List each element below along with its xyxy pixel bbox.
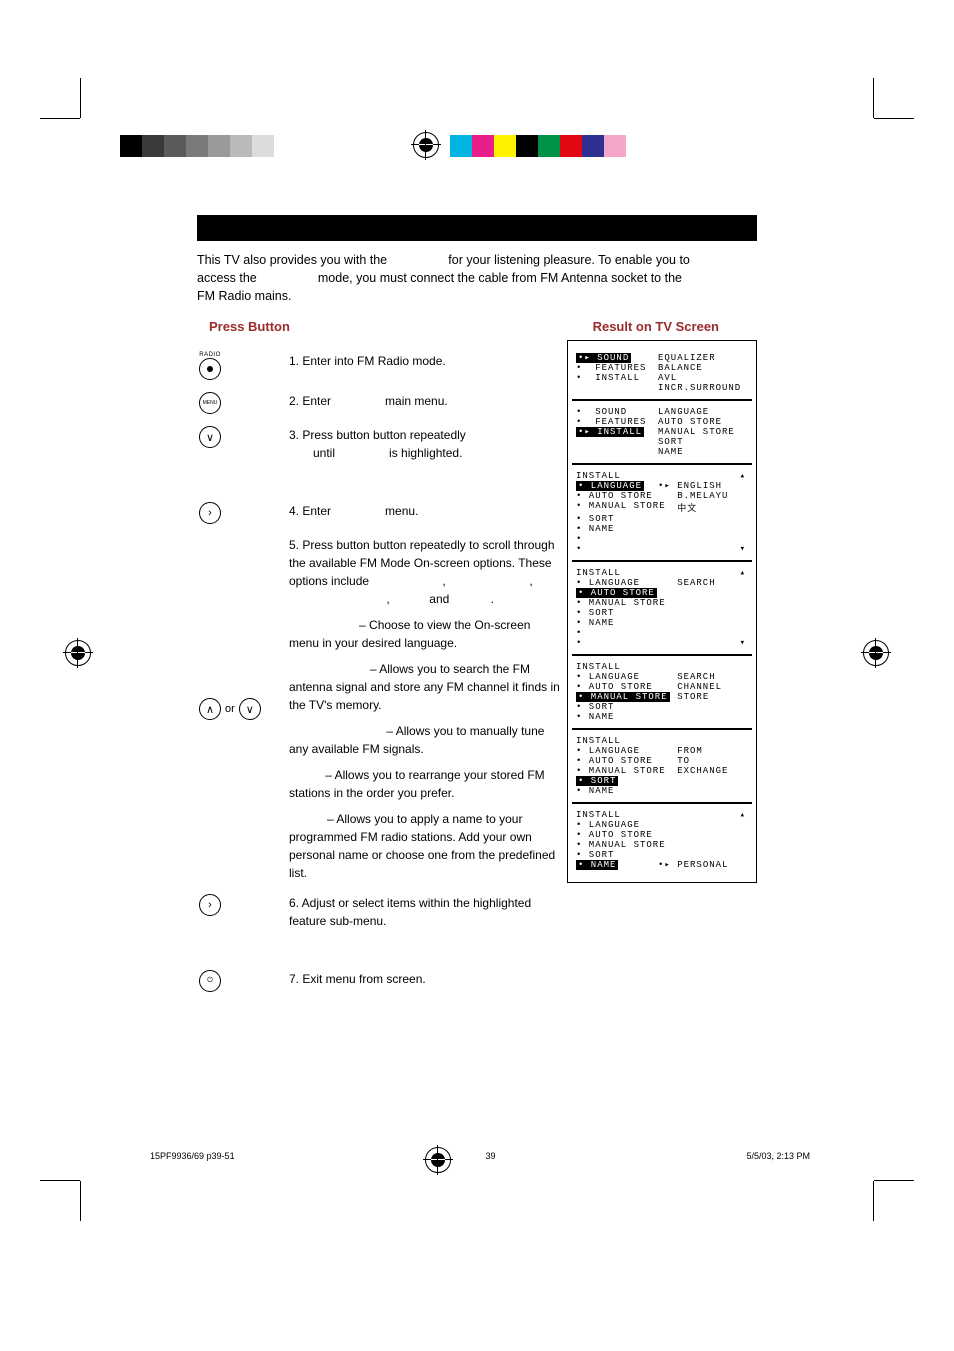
menu-button-icon: MENU [199, 392, 221, 414]
swatch [472, 135, 494, 157]
title-bar [197, 215, 757, 241]
footer-file: 15PF9936/69 p39-51 [150, 1151, 235, 1161]
step-1-text: 1. Enter into FM Radio mode. [289, 352, 562, 380]
name-bullet: NAME – Allows you to apply a name to you… [289, 810, 562, 882]
swatch [626, 135, 648, 157]
swatch [494, 135, 516, 157]
column-header-left: Press Button [209, 319, 290, 334]
swatch [208, 135, 230, 157]
registration-target-icon [863, 640, 889, 666]
manualstore-bullet: MANUAL STORE – Allows you to manually tu… [289, 722, 562, 758]
registration-target-icon [413, 132, 439, 158]
down-button-icon: ∨ [199, 426, 221, 448]
column-header-right: Result on TV Screen [593, 319, 719, 334]
swatch [164, 135, 186, 157]
swatch [450, 135, 472, 157]
step-6-text: 6. Adjust or select items within the hig… [289, 894, 562, 930]
language-bullet: LANGUAGE – Choose to view the On-screen … [289, 616, 562, 652]
grayscale-swatches [120, 135, 296, 157]
osd-screen: INSTALL• LANGUAGE FROM• AUTO STORE TO• M… [572, 729, 752, 803]
page-content: This TV also provides you with the FM Ra… [197, 215, 757, 992]
swatch [142, 135, 164, 157]
down-button-icon: ∨ [239, 698, 261, 720]
swatch [230, 135, 252, 157]
osd-screen: INSTALL▴• LANGUAGE• AUTO STORE• MANUAL S… [572, 803, 752, 876]
radio-button-icon [199, 358, 221, 380]
osd-screen: •▸ SOUNDEQUALIZER• FEATURESBALANCE• INST… [572, 347, 752, 400]
swatch [274, 135, 296, 157]
page-footer: 15PF9936/69 p39-51 39 5/5/03, 2:13 PM [150, 1151, 810, 1161]
osd-screen: INSTALL▴• LANGUAGE•▸ ENGLISH• AUTO STORE… [572, 464, 752, 561]
step-2-text: 2. Enter FM radio main menu. [289, 392, 562, 414]
up-or-down-buttons: ∧ or ∨ [199, 536, 261, 882]
right-button-icon: › [199, 502, 221, 524]
color-swatches [450, 135, 648, 157]
step-5-text: 5. Press button button repeatedly to scr… [289, 536, 562, 882]
step-4-text: 4. Enter INSTALL menu. [289, 502, 562, 524]
swatch [252, 135, 274, 157]
registration-target-icon [65, 640, 91, 666]
swatch [120, 135, 142, 157]
sort-bullet: SORT – Allows you to rearrange your stor… [289, 766, 562, 802]
osd-screen: INSTALL• LANGUAGE SEARCH• AUTO STORE CHA… [572, 655, 752, 729]
step-7-text: 7. Exit menu from screen. [289, 970, 562, 992]
step-3-text: 3. Press button button repeatedly until … [289, 426, 562, 462]
footer-page: 39 [486, 1151, 496, 1161]
right-button-icon: › [199, 894, 221, 916]
swatch [186, 135, 208, 157]
instructions-column: RADIO 1. Enter into FM Radio mode. MENU … [197, 340, 572, 992]
intro-text: This TV also provides you with the FM Ra… [197, 251, 757, 305]
swatch [538, 135, 560, 157]
swatch [516, 135, 538, 157]
autostore-bullet: AUTO STORE – Allows you to search the FM… [289, 660, 562, 714]
osd-screen: INSTALL▴• LANGUAGE SEARCH• AUTO STORE• M… [572, 561, 752, 655]
swatch [560, 135, 582, 157]
footer-date: 5/5/03, 2:13 PM [746, 1151, 810, 1161]
up-button-icon: ∧ [199, 698, 221, 720]
swatch [604, 135, 626, 157]
exit-button-icon: ⏻ [199, 970, 221, 992]
osd-screen: • SOUNDLANGUAGE• FEATURESAUTO STORE•▸ IN… [572, 400, 752, 464]
osd-column: •▸ SOUNDEQUALIZER• FEATURESBALANCE• INST… [572, 340, 757, 883]
swatch [582, 135, 604, 157]
